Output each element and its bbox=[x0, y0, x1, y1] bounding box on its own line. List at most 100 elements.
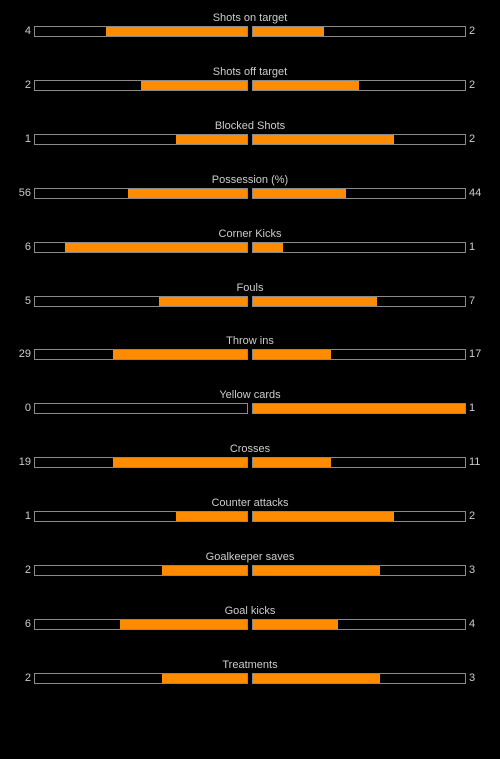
stat-row-counter-attacks: Counter attacks 1 2 bbox=[0, 496, 500, 536]
away-bar-track bbox=[252, 511, 466, 522]
away-bar-track bbox=[252, 188, 466, 199]
home-bar-track bbox=[34, 403, 248, 414]
away-bar-track bbox=[252, 457, 466, 468]
home-value: 5 bbox=[24, 295, 31, 307]
home-bar-track bbox=[34, 619, 248, 630]
away-bar-track bbox=[252, 349, 466, 360]
away-bar-fill bbox=[253, 297, 377, 306]
stat-row-yellow-cards: Yellow cards 0 1 bbox=[0, 388, 500, 428]
away-bar-track bbox=[252, 80, 466, 91]
away-bar-fill bbox=[253, 404, 465, 413]
stat-label: Crosses bbox=[229, 443, 271, 455]
stat-label: Goal kicks bbox=[224, 605, 276, 617]
away-bar-track bbox=[252, 619, 466, 630]
home-value: 19 bbox=[18, 456, 31, 468]
stat-row-blocked-shots: Blocked Shots 1 2 bbox=[0, 119, 500, 159]
away-bar-fill bbox=[253, 512, 395, 521]
away-value: 2 bbox=[469, 133, 476, 145]
home-value: 6 bbox=[24, 618, 31, 630]
home-value: 29 bbox=[18, 348, 31, 360]
away-bar-track bbox=[252, 403, 466, 414]
home-value: 1 bbox=[24, 510, 31, 522]
stat-row-treatments: Treatments 2 3 bbox=[0, 658, 500, 698]
stat-label: Treatments bbox=[222, 659, 278, 671]
away-value: 11 bbox=[469, 456, 481, 468]
stat-label: Fouls bbox=[236, 282, 264, 294]
away-bar-fill bbox=[253, 566, 381, 575]
home-value: 4 bbox=[24, 25, 31, 37]
away-bar-fill bbox=[253, 189, 347, 198]
away-bar-fill bbox=[253, 135, 395, 144]
away-bar-track bbox=[252, 26, 466, 37]
home-bar-fill bbox=[162, 674, 247, 683]
stat-row-shots-on-target: Shots on target 4 2 bbox=[0, 11, 500, 51]
home-bar-track bbox=[34, 565, 248, 576]
home-bar-track bbox=[34, 296, 248, 307]
away-bar-fill bbox=[253, 27, 324, 36]
stat-label: Throw ins bbox=[226, 335, 274, 347]
home-bar-track bbox=[34, 349, 248, 360]
home-bar-track bbox=[34, 26, 248, 37]
away-bar-track bbox=[252, 673, 466, 684]
stat-row-goal-kicks: Goal kicks 6 4 bbox=[0, 604, 500, 644]
home-bar-track bbox=[34, 80, 248, 91]
away-value: 17 bbox=[469, 348, 482, 360]
home-value: 2 bbox=[24, 79, 31, 91]
home-bar-fill bbox=[176, 135, 247, 144]
stat-label: Shots on target bbox=[212, 12, 288, 24]
away-bar-track bbox=[252, 134, 466, 145]
away-value: 2 bbox=[469, 510, 476, 522]
stat-row-throw-ins: Throw ins 29 17 bbox=[0, 334, 500, 374]
home-bar-track bbox=[34, 188, 248, 199]
away-value: 3 bbox=[469, 672, 476, 684]
home-bar-fill bbox=[176, 512, 247, 521]
away-bar-fill bbox=[253, 674, 381, 683]
stat-row-goalkeeper-saves: Goalkeeper saves 2 3 bbox=[0, 550, 500, 590]
home-bar-fill bbox=[113, 350, 247, 359]
home-bar-track bbox=[34, 457, 248, 468]
home-value: 56 bbox=[18, 187, 31, 199]
away-value: 3 bbox=[469, 564, 476, 576]
away-value: 7 bbox=[469, 295, 476, 307]
stat-label: Corner Kicks bbox=[218, 228, 282, 240]
stat-label: Counter attacks bbox=[211, 497, 289, 509]
stat-row-corner-kicks: Corner Kicks 6 1 bbox=[0, 227, 500, 267]
stat-row-fouls: Fouls 5 7 bbox=[0, 281, 500, 321]
away-value: 1 bbox=[469, 241, 476, 253]
home-bar-fill bbox=[162, 566, 247, 575]
away-bar-fill bbox=[253, 81, 359, 90]
away-value: 4 bbox=[469, 618, 476, 630]
stat-label: Possession (%) bbox=[211, 174, 289, 186]
away-bar-track bbox=[252, 242, 466, 253]
home-bar-fill bbox=[119, 620, 247, 629]
home-bar-fill bbox=[128, 189, 247, 198]
home-bar-track bbox=[34, 673, 248, 684]
away-value: 1 bbox=[469, 402, 476, 414]
stat-label: Goalkeeper saves bbox=[205, 551, 295, 563]
away-bar-track bbox=[252, 565, 466, 576]
home-value: 2 bbox=[24, 564, 31, 576]
away-bar-fill bbox=[253, 458, 331, 467]
away-value: 44 bbox=[469, 187, 482, 199]
away-bar-fill bbox=[253, 243, 284, 252]
home-bar-fill bbox=[141, 81, 247, 90]
home-value: 2 bbox=[24, 672, 31, 684]
away-bar-fill bbox=[253, 350, 332, 359]
home-value: 1 bbox=[24, 133, 31, 145]
home-value: 6 bbox=[24, 241, 31, 253]
stat-label: Shots off target bbox=[212, 66, 288, 78]
stat-row-possession: Possession (%) 56 44 bbox=[0, 173, 500, 213]
stat-label: Blocked Shots bbox=[214, 120, 286, 132]
home-bar-track bbox=[34, 134, 248, 145]
home-bar-track bbox=[34, 242, 248, 253]
away-bar-fill bbox=[253, 620, 338, 629]
stat-label: Yellow cards bbox=[219, 389, 281, 401]
home-bar-track bbox=[34, 511, 248, 522]
stat-row-shots-off-target: Shots off target 2 2 bbox=[0, 65, 500, 105]
home-bar-fill bbox=[112, 458, 247, 467]
away-value: 2 bbox=[469, 79, 476, 91]
home-bar-fill bbox=[105, 27, 247, 36]
away-bar-track bbox=[252, 296, 466, 307]
stat-row-crosses: Crosses 19 11 bbox=[0, 442, 500, 482]
